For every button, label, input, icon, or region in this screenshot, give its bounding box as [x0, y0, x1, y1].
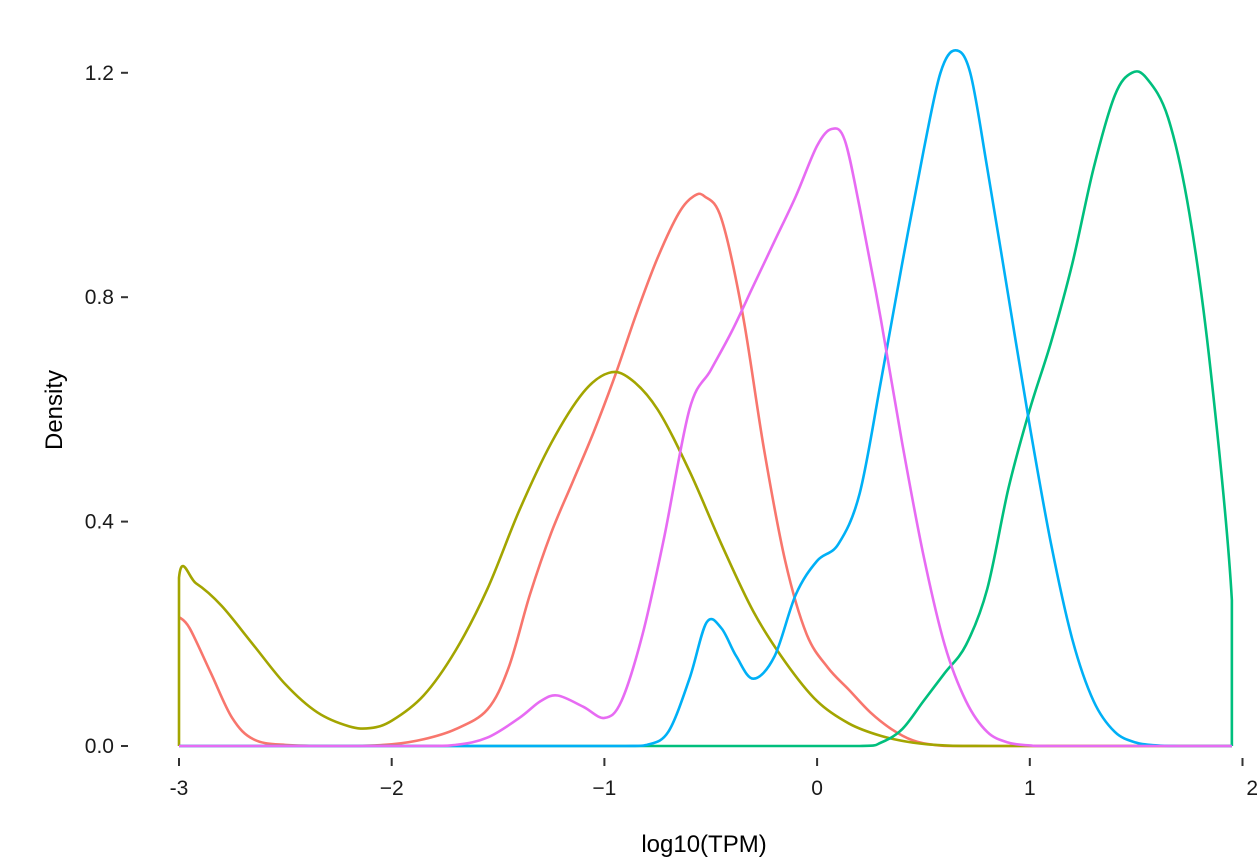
x-tick-label: -3 [170, 777, 189, 800]
x-axis: -3 −2 −1 0 1 2 [170, 758, 1258, 800]
y-tick-label: 1.2 [85, 62, 114, 85]
density-series-line-1 [178, 192, 1232, 748]
x-tick-label: −2 [380, 777, 404, 800]
density-series-line-4 [179, 49, 1232, 748]
y-tick-label: 0.0 [85, 735, 114, 758]
x-axis-title: log10(TPM) [641, 831, 766, 858]
x-tick-label: 1 [1024, 777, 1036, 800]
plot-area [177, 49, 1234, 748]
x-tick-label: −1 [592, 777, 616, 800]
density-series-line-2 [177, 370, 1232, 748]
x-tick-label: 2 [1246, 777, 1258, 800]
x-tick-label: 0 [811, 777, 823, 800]
density-series-line-5 [179, 127, 1232, 748]
y-tick-label: 0.8 [85, 286, 114, 309]
y-axis: 0.0 0.4 0.8 1.2 [85, 62, 128, 758]
y-axis-title: Density [41, 370, 68, 450]
density-series-line-3 [179, 70, 1234, 748]
y-tick-label: 0.4 [85, 511, 115, 534]
